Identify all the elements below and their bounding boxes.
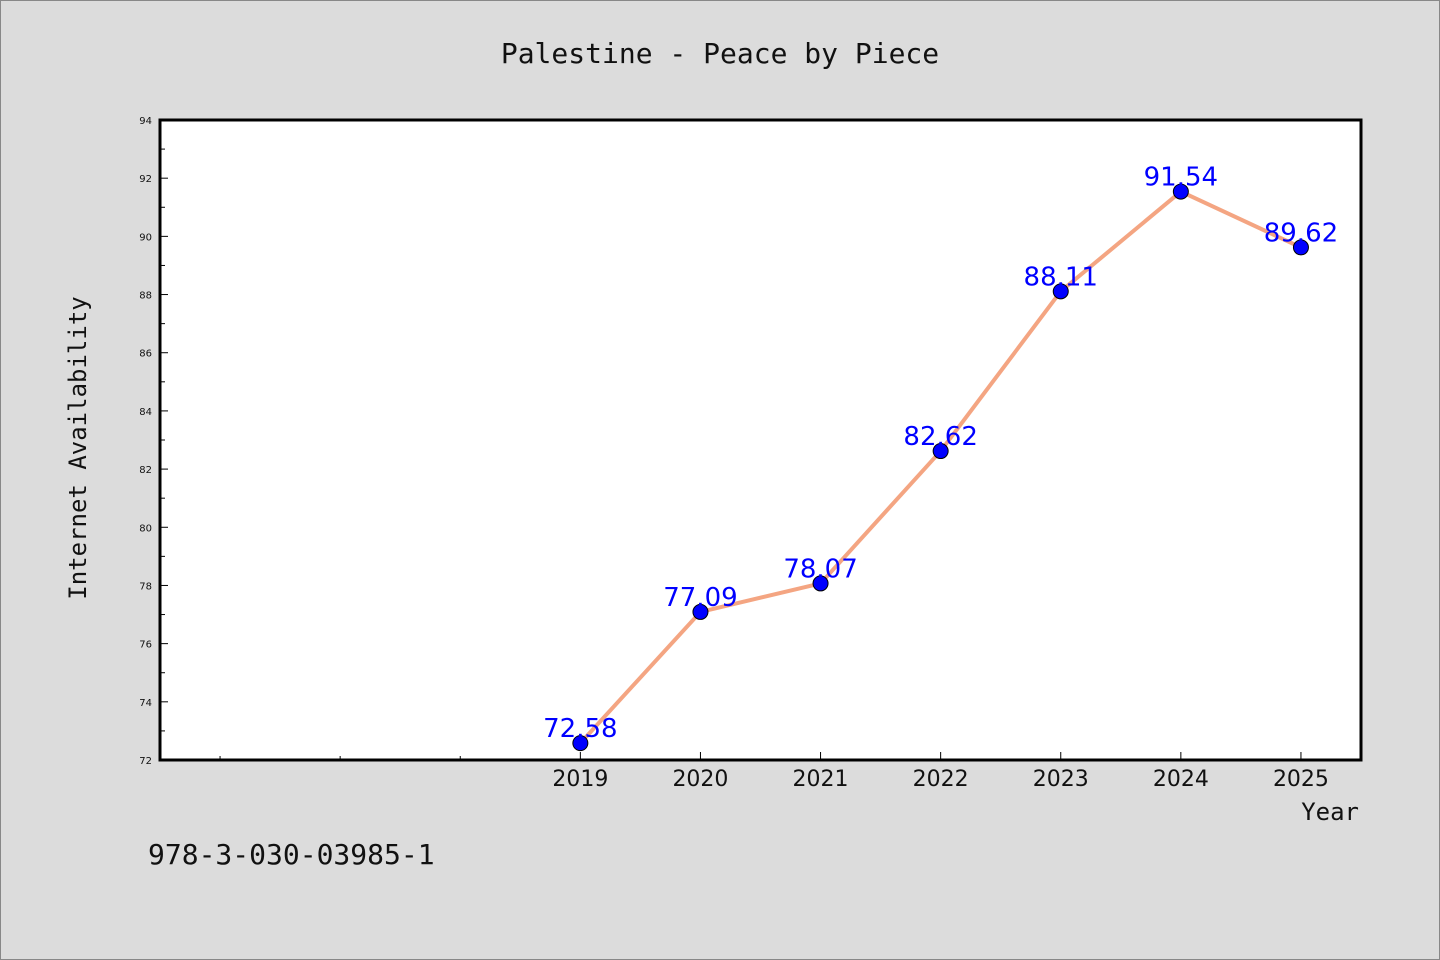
data-point xyxy=(1292,239,1309,256)
y-tick-label: 78 xyxy=(139,581,152,592)
y-tick-label: 72 xyxy=(139,756,152,767)
x-axis: 2019 2020 2021 2022 2023 2024 2025 xyxy=(219,752,1329,792)
data-label: 77.09 xyxy=(663,583,737,613)
y-axis: 72 74 76 78 80 82 84 86 88 90 92 94 xyxy=(139,116,168,767)
y-tick-label: 94 xyxy=(139,116,152,127)
x-tick-label: 2025 xyxy=(1273,767,1329,792)
y-tick-label: 90 xyxy=(139,232,152,243)
data-label: 72.58 xyxy=(543,714,617,744)
x-axis-label: Year xyxy=(1301,798,1359,826)
y-tick-label: 88 xyxy=(139,291,152,302)
y-tick-label: 82 xyxy=(139,465,152,476)
x-tick-label: 2023 xyxy=(1033,767,1089,792)
data-point xyxy=(1172,183,1189,200)
y-tick-label: 92 xyxy=(139,174,152,185)
y-tick-label: 74 xyxy=(139,698,152,709)
x-tick-label: 2024 xyxy=(1153,767,1209,792)
x-tick-label: 2020 xyxy=(672,767,728,792)
x-tick-label: 2021 xyxy=(793,767,849,792)
data-label: 78.07 xyxy=(783,554,857,584)
data-point xyxy=(1052,283,1069,300)
data-label: 88.11 xyxy=(1024,262,1098,292)
chart-title: Palestine - Peace by Piece xyxy=(501,37,939,70)
data-point xyxy=(572,735,589,752)
data-point xyxy=(932,443,949,460)
data-label: 91.54 xyxy=(1144,163,1218,193)
y-tick-label: 86 xyxy=(139,349,152,360)
data-label: 89.62 xyxy=(1264,218,1338,248)
x-tick-label: 2022 xyxy=(913,767,969,792)
plot-area xyxy=(158,118,1363,762)
y-tick-label: 76 xyxy=(139,640,152,651)
data-label: 82.62 xyxy=(903,422,977,452)
y-axis-label: Internet Availability xyxy=(64,296,92,599)
data-point xyxy=(812,575,829,592)
data-point xyxy=(692,603,709,620)
y-tick-label: 84 xyxy=(139,407,152,418)
data-series: 72.58 77.09 78.07 82.62 88.11 91.54 89.62 xyxy=(543,163,1338,752)
y-tick-label: 80 xyxy=(139,523,152,534)
x-tick-label: 2019 xyxy=(552,767,608,792)
footnote: 978-3-030-03985-1 xyxy=(148,838,435,871)
